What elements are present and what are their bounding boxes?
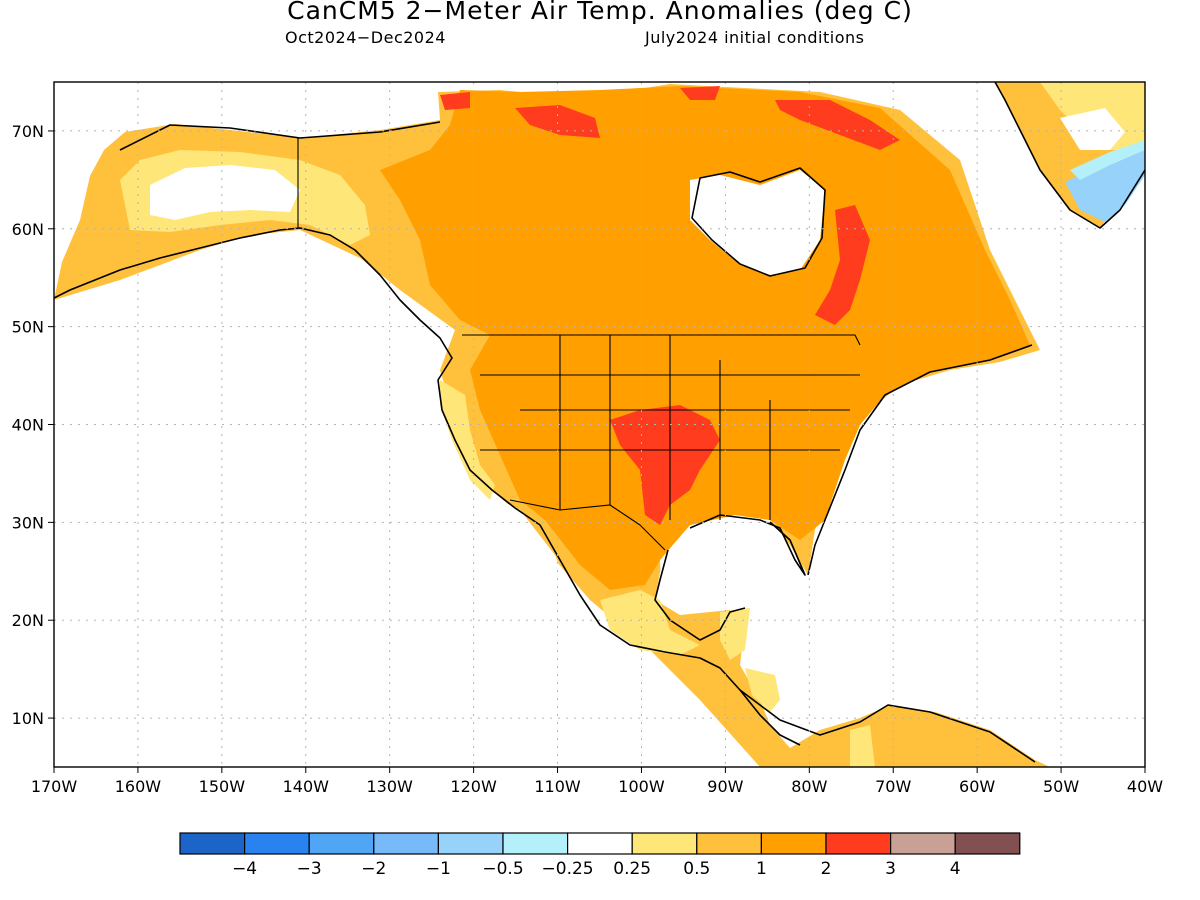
lon-tick-label: 80W [791, 777, 827, 796]
alaska-white [150, 165, 300, 220]
legend-swatch [308, 832, 375, 855]
lon-tick-label: 100W [618, 777, 665, 796]
legend-label: 2 [821, 859, 832, 879]
lat-tick-label: 70N [12, 122, 44, 141]
greenland-white [1060, 108, 1125, 150]
legend-swatch [179, 832, 246, 855]
lon-tick-label: 60W [959, 777, 995, 796]
map-axes: 170W 160W 150W 140W 130W 120W 110W 100W 90W 80W 70… [12, 122, 1164, 796]
lon-tick-label: 110W [534, 777, 581, 796]
baja-gulf [500, 500, 570, 590]
legend-swatch [244, 832, 310, 855]
legend-label: 0.5 [683, 859, 710, 879]
lat-tick-label: 40N [12, 416, 44, 435]
orange-core [380, 86, 1030, 590]
legend-label: −2 [361, 859, 386, 879]
political-borders [297, 138, 861, 551]
hudson-bay [690, 170, 825, 275]
legend-label: 3 [885, 859, 896, 879]
lat-tick-label: 50N [12, 318, 44, 337]
legend-swatch [502, 832, 569, 855]
greenland-cool-light [1070, 140, 1145, 180]
legend-swatch [954, 832, 1021, 855]
legend-swatch [760, 832, 827, 855]
lon-tick-label: 120W [450, 777, 497, 796]
lon-tick-label: 150W [199, 777, 246, 796]
california-pale [440, 380, 495, 500]
legend-swatch [566, 832, 633, 855]
legend-label: −0.5 [482, 859, 523, 879]
legend-label: 1 [756, 859, 767, 879]
arctic-warm-1 [775, 100, 900, 150]
map-field [54, 82, 1145, 767]
lon-tick-label: 50W [1043, 777, 1079, 796]
arctic-warm-4 [680, 86, 720, 100]
legend-label: 4 [950, 859, 961, 879]
lon-tick-label: 40W [1127, 777, 1163, 796]
lon-tick-label: 170W [31, 777, 78, 796]
lon-tick-label: 70W [875, 777, 911, 796]
lat-tick-label: 10N [12, 709, 44, 728]
legend-label: 0.25 [613, 859, 651, 879]
legend-label: −3 [297, 859, 322, 879]
quebec-warm-core [815, 205, 870, 325]
lon-tick-label: 130W [367, 777, 414, 796]
lon-tick-label: 90W [707, 777, 743, 796]
legend-swatch [631, 832, 698, 855]
arctic-warm-3 [440, 92, 470, 110]
legend-swatch [889, 832, 956, 855]
color-legend: −4 −3 −2 −1 −0.5 −0.25 0.25 0.5 1 2 3 4 [179, 832, 1021, 879]
mexico-south-pale [600, 590, 700, 655]
yucatan-pale [720, 608, 750, 660]
lat-tick-label: 20N [12, 611, 44, 630]
legend-label: −0.25 [542, 859, 594, 879]
sa-pale [850, 725, 875, 767]
legend-label: −4 [232, 859, 257, 879]
lat-tick-label: 30N [12, 513, 44, 532]
legend-swatch [825, 832, 892, 855]
map-title: CanCM5 2−Meter Air Temp. Anomalies (deg … [287, 0, 913, 25]
lon-tick-label: 160W [115, 777, 162, 796]
legend-swatch [373, 832, 439, 855]
legend-swatch [696, 832, 762, 855]
central-america-pale [745, 668, 780, 712]
forecast-period: Oct2024−Dec2024 [285, 28, 446, 47]
legend-label: −1 [426, 859, 451, 879]
arctic-warm-2 [515, 105, 600, 138]
lon-tick-label: 140W [283, 777, 330, 796]
legend-swatch [437, 832, 504, 855]
lat-lon-grid [54, 82, 1145, 767]
plains-warm-core [610, 405, 720, 525]
lat-tick-label: 60N [12, 220, 44, 239]
initial-conditions: July2024 initial conditions [645, 28, 865, 47]
